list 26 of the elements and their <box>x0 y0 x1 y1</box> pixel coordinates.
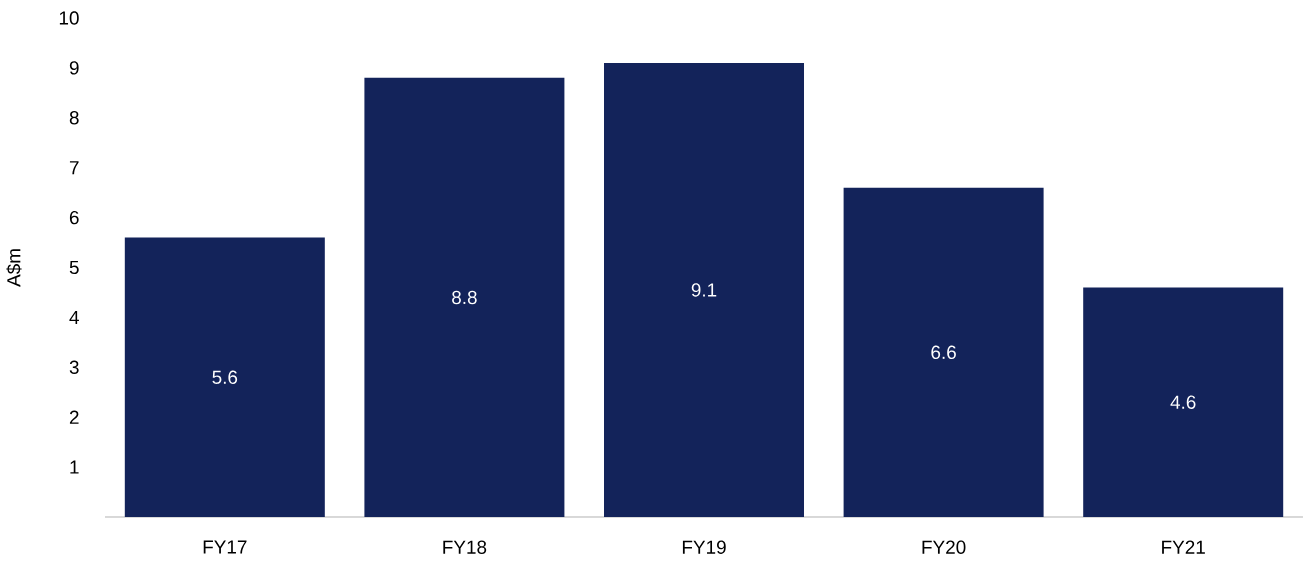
y-axis-title: A$m <box>6 249 22 287</box>
bar <box>1083 287 1284 517</box>
bar <box>124 237 325 517</box>
bar <box>604 62 804 517</box>
x-tick-label: FY17 <box>203 540 247 554</box>
y-tick-label: 7 <box>69 161 79 175</box>
y-tick-label: 4 <box>69 310 79 324</box>
bar <box>843 187 1044 517</box>
x-tick-label: FY18 <box>443 540 487 554</box>
data-label: 9.1 <box>691 283 717 297</box>
x-tick-label: FY19 <box>682 540 726 554</box>
y-tick-label: 2 <box>69 410 79 424</box>
y-tick-label: 1 <box>70 460 79 474</box>
bar <box>364 77 565 517</box>
y-tick-label: 9 <box>69 61 79 75</box>
y-tick-label: 3 <box>69 360 79 374</box>
y-tick-label: 10 <box>59 11 79 25</box>
data-label: 5.6 <box>212 370 238 384</box>
y-tick-label: 8 <box>69 111 79 125</box>
x-tick-label: FY20 <box>922 540 966 554</box>
y-tick-label: 5 <box>69 260 79 275</box>
y-tick-label: 6 <box>69 210 79 225</box>
x-tick-label: FY21 <box>1162 540 1205 554</box>
data-label: 6.6 <box>931 345 956 360</box>
data-label: 4.6 <box>1170 395 1196 409</box>
data-label: 8.8 <box>452 290 477 305</box>
